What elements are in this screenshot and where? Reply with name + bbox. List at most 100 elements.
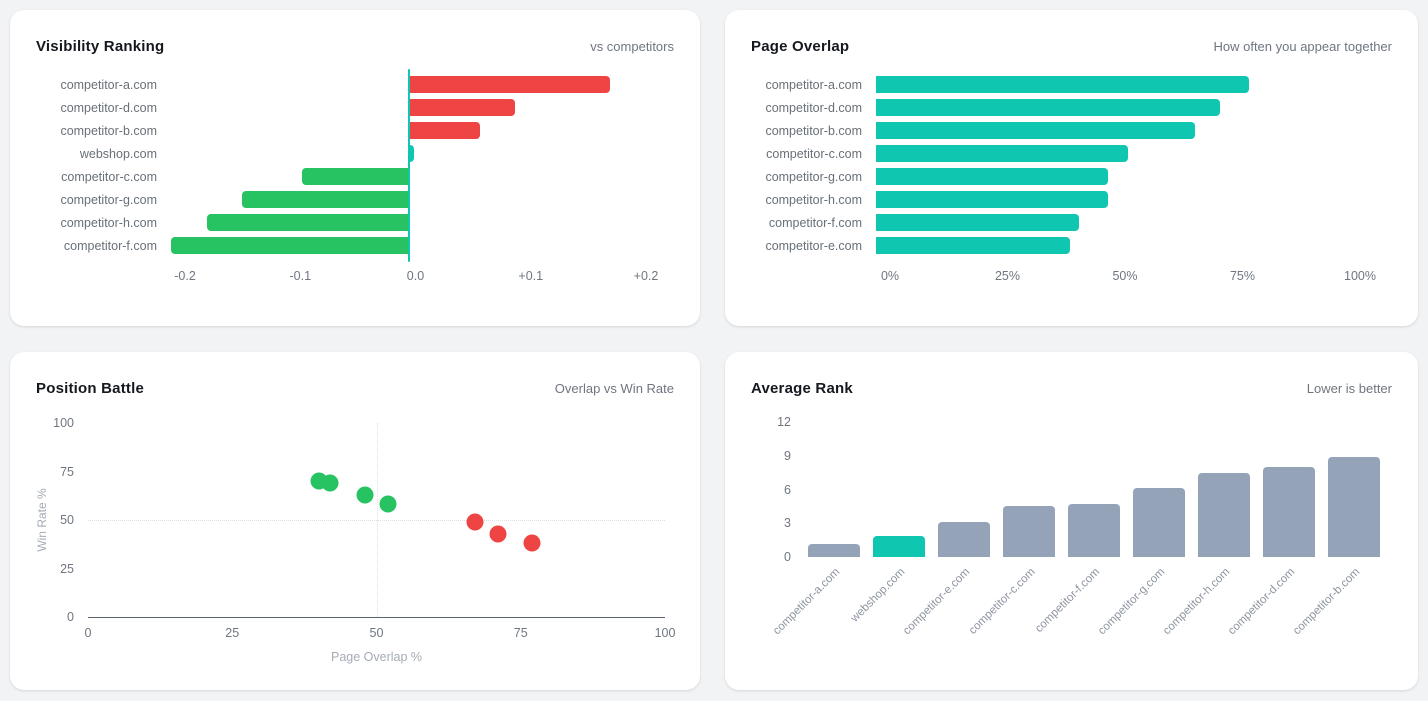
card-title: Visibility Ranking [36,38,165,55]
x-axis: 0% 25% 50% 75% 100% [881,261,1376,287]
bar [876,76,1249,93]
category-label: competitor-a.com [765,77,862,92]
x-tick-label: 50% [1112,269,1138,283]
bar-track [876,122,1360,139]
x-tick-label: 0.0 [406,269,425,283]
bar-row: competitor-c.com [751,142,1418,165]
bar-row: competitor-h.com [36,211,700,234]
category-label: webshop.com [848,566,908,625]
x-tick-label: 75 [513,626,528,640]
x-tick-label: -0.1 [289,269,312,283]
bar-track [876,99,1360,116]
category-label: webshop.com [79,146,157,161]
card-header: Visibility Ranking vs competitors [10,10,700,57]
y-tick-label: 6 [784,482,791,497]
scatter-point [379,495,397,513]
category-label: competitor-g.com [765,169,862,184]
bar-track [171,191,646,208]
bar [873,535,925,557]
bar [408,122,480,139]
bar [301,168,409,185]
bar [876,214,1080,231]
card-header: Page Overlap How often you appear togeth… [725,10,1418,57]
x-tick-label: 100 [654,626,676,640]
bar-row: competitor-g.com [751,165,1418,188]
bar-row: competitor-f.com [36,234,700,257]
visibility-ranking-chart: competitor-a.com competitor-d.com competit… [10,57,700,287]
bar-track [876,214,1360,231]
bar [206,214,409,231]
y-tick-label: 9 [784,448,791,463]
y-tick-label: 75 [60,464,74,479]
bar-row: competitor-a.com [36,73,700,96]
category-label: competitor-f.com [1033,566,1103,636]
card-title: Position Battle [36,380,145,397]
category-label: competitor-d.com [60,100,157,115]
category-label: competitor-e.com [765,238,862,253]
bar-row: webshop.com [36,142,700,165]
card-page-overlap: Page Overlap How often you appear togeth… [725,10,1418,326]
zero-line [407,69,410,262]
x-tick-label: 100% [1344,269,1376,283]
bar-row: competitor-d.com [751,96,1418,119]
bar [1133,488,1185,557]
category-label: competitor-f.com [768,215,862,230]
card-title: Page Overlap [751,38,850,55]
bar [1328,456,1380,557]
category-label: competitor-b.com [765,123,862,138]
x-tick-label: 25% [994,269,1021,283]
y-tick-label: 100 [53,416,74,430]
x-axis-title: Page Overlap % [330,650,423,664]
category-label: competitor-a.com [771,566,843,638]
category-label: competitor-f.com [63,238,157,253]
y-tick-label: 25 [60,561,74,576]
bar-track [171,145,646,162]
x-tick-label: 50 [369,626,384,640]
bar [408,76,611,93]
card-subtitle: How often you appear together [1213,39,1392,54]
bar-group [808,422,1380,557]
bar-rows: competitor-a.com competitor-d.com competit… [751,73,1418,257]
bar-track [171,76,646,93]
scatter-point [489,525,507,543]
bar-track [876,145,1360,162]
bar [1263,467,1315,557]
bar-track [171,237,646,254]
bar-track [876,237,1360,254]
x-axis-line [88,617,665,618]
page-overlap-chart: competitor-a.com competitor-d.com competit… [725,57,1418,287]
card-average-rank: Average Rank Lower is better 0 3 6 9 12 compe… [725,352,1418,690]
category-label: competitor-c.com [966,566,1038,637]
card-subtitle: vs competitors [590,39,674,54]
y-tick-label: 3 [784,516,791,531]
x-tick-label: +0.2 [633,269,659,283]
scatter-point [523,534,541,552]
bar [876,191,1109,208]
bar-row: competitor-b.com [36,119,700,142]
bar [876,168,1109,185]
category-label: competitor-d.com [765,100,862,115]
bar [1068,504,1120,557]
card-header: Position Battle Overlap vs Win Rate [10,352,700,399]
x-tick-label: -0.2 [174,269,196,283]
bar [876,99,1220,116]
bar-track [171,122,646,139]
bar-row: competitor-c.com [36,165,700,188]
gridline-horizontal [88,520,665,521]
bar [1198,472,1250,557]
category-label: competitor-g.com [60,192,157,207]
bar-rows: competitor-a.com competitor-d.com competit… [36,69,700,262]
bar [876,145,1128,162]
card-position-battle: Position Battle Overlap vs Win Rate 0 25 5… [10,352,700,690]
category-label: competitor-c.com [61,169,157,184]
category-label: competitor-g.com [1096,566,1168,638]
category-label: competitor-a.com [60,77,157,92]
category-label: competitor-d.com [1226,566,1298,638]
bar-track [876,168,1360,185]
bar-track [876,191,1360,208]
y-tick-label: 12 [777,415,791,429]
bar-track [171,99,646,116]
card-subtitle: Lower is better [1306,381,1392,396]
bar [808,543,860,557]
category-label: competitor-h.com [765,192,862,207]
